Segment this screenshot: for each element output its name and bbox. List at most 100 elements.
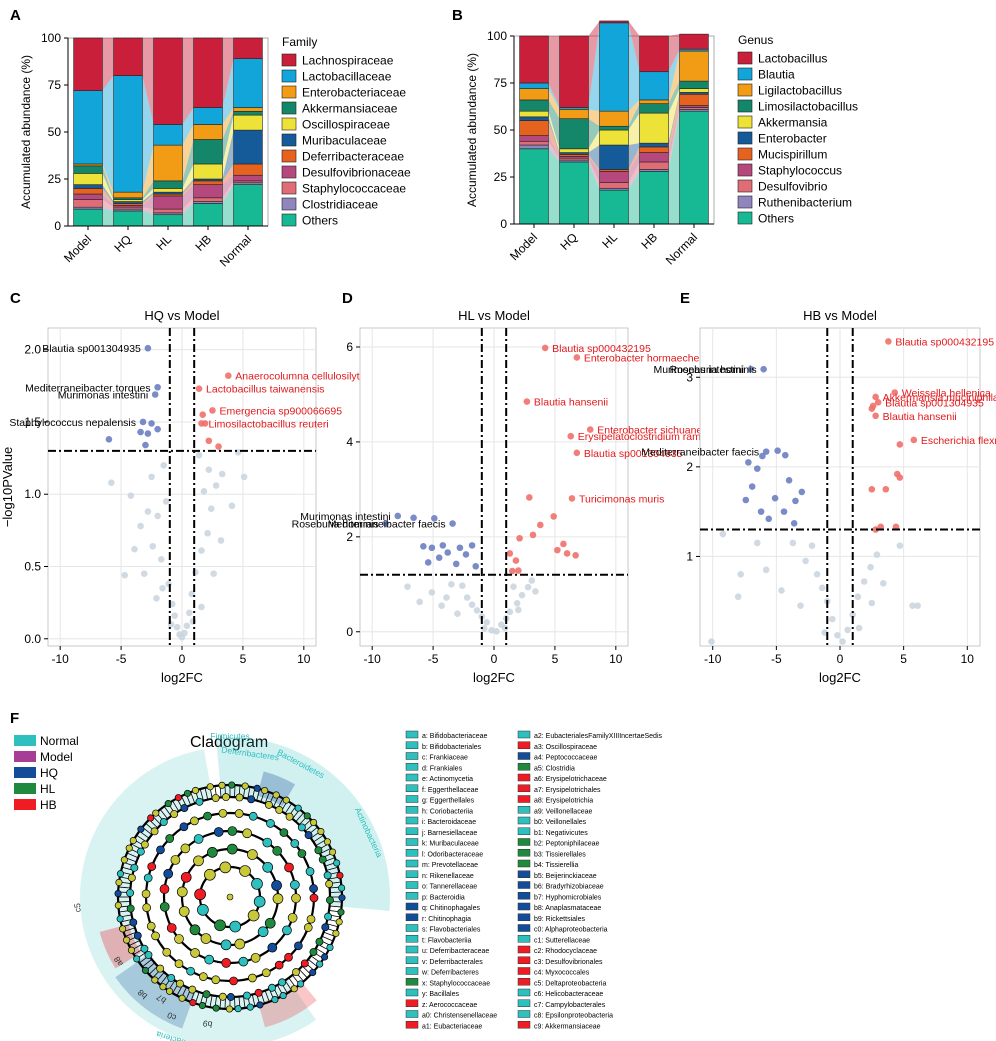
cladogram-node [197, 904, 209, 916]
group-legend-swatch [14, 783, 36, 794]
bar-segment [679, 33, 709, 50]
flow-ribbon [222, 38, 234, 108]
point-up-regulated [209, 407, 216, 414]
bar-segment [153, 180, 183, 189]
flow-ribbon [102, 194, 114, 208]
cladogram-node [246, 1003, 254, 1011]
cladogram-node [248, 811, 258, 821]
flow-ribbon [102, 38, 114, 91]
point-not-significant [797, 602, 804, 609]
cladogram-branch [234, 785, 236, 798]
flow-ribbon [548, 99, 560, 149]
cladogram-branch [243, 996, 246, 1009]
cladogram-node [218, 781, 226, 789]
point-up-regulated [872, 412, 879, 420]
cladogram-node [164, 800, 172, 808]
taxa-key-swatch [405, 935, 419, 943]
cladogram-node [204, 954, 215, 965]
bar-segment [193, 180, 223, 185]
cladogram-node [323, 838, 331, 846]
legend-label: Staphylococcus [758, 164, 842, 178]
flow-ribbon [588, 145, 600, 170]
x-tick-label: HQ [111, 232, 134, 255]
point-label: Emergencia sp900066695 [219, 405, 342, 417]
point-down-regulated [745, 459, 752, 466]
cladogram-node [272, 893, 284, 905]
cladogram-node [198, 1001, 206, 1010]
cladogram-node [137, 825, 145, 833]
legend-label: Mucispirillum [758, 148, 827, 162]
flow-ribbon [102, 207, 114, 211]
cladogram-node [314, 846, 323, 855]
cladogram-node [247, 795, 256, 804]
taxa-key-label: b2: Peptoniphilaceae [534, 841, 599, 848]
bar-segment [519, 148, 549, 225]
point-down-regulated [798, 488, 806, 496]
cladogram-node [251, 878, 263, 890]
x-tick-label: HQ [557, 230, 580, 253]
legend-label: Limosilactobacillus [758, 100, 858, 114]
group-legend-label: HQ [40, 766, 58, 780]
cladogram-branch [163, 806, 172, 817]
point-up-regulated [201, 420, 209, 427]
group-legend-label: Model [40, 750, 73, 764]
flow-ribbon [588, 20, 600, 108]
legend-swatch [737, 67, 753, 81]
clade-sector-hq [115, 954, 196, 1029]
flow-ribbon [142, 75, 154, 193]
point-up-regulated [560, 540, 567, 548]
cladogram-node [253, 784, 261, 792]
taxa-key-swatch [517, 859, 531, 868]
point-not-significant [737, 571, 745, 578]
point-not-significant [162, 498, 170, 505]
cladogram-branch [125, 931, 137, 937]
cladogram-node [146, 921, 156, 931]
clade-sector-hb [99, 924, 141, 969]
point-up-regulated [568, 495, 576, 502]
taxa-key-swatch [405, 870, 419, 878]
cladogram-node [203, 811, 212, 821]
flow-ribbon [548, 135, 560, 159]
group-legend-label: HB [40, 798, 57, 812]
point-not-significant [159, 584, 166, 592]
cladogram-branch [313, 834, 324, 843]
y-tick-label: 25 [48, 172, 62, 186]
cladogram-node [256, 1001, 264, 1009]
legend-label: Desulfovibrio [758, 180, 828, 194]
point-not-significant [762, 566, 770, 574]
cladogram-node [338, 894, 346, 902]
x-tick-label: Model [61, 232, 94, 265]
cladogram-node [151, 931, 160, 941]
cladogram-branch [204, 787, 209, 800]
legend-swatch [737, 131, 753, 145]
bar-segment [519, 116, 549, 121]
cladogram-node [226, 993, 235, 1001]
taxa-key-swatch [517, 945, 531, 954]
point-down-regulated [431, 515, 438, 522]
flow-ribbon [142, 194, 154, 206]
x-tick-label: 5 [900, 652, 907, 666]
point-label: Blautia sp000432195 [552, 343, 651, 355]
cladogram-taxa-key: a: Bifidobacteriaceae b: Bifidobacteriale… [405, 730, 663, 1030]
bar-segment [153, 214, 183, 227]
cladogram-node [151, 976, 159, 984]
taxa-key-swatch [405, 859, 419, 868]
flow-ribbon [102, 173, 114, 202]
point-not-significant [181, 629, 188, 637]
legend-swatch [737, 147, 753, 161]
volcano-plot-hb-vs-model: -10 -5 0 5 10 1 2 3 Blautia sp000432195 Murimonas… [641, 308, 996, 685]
legend-label: Lactobacillaceae [302, 70, 392, 84]
point-down-regulated [139, 418, 147, 426]
y-tick-label: 0 [54, 219, 61, 233]
cladogram-branch [329, 891, 342, 893]
point-down-regulated [468, 542, 476, 549]
cladogram-node [114, 901, 122, 909]
cladogram-node [219, 861, 232, 874]
cladogram-node [166, 923, 177, 933]
legend-label: Deferribacteraceae [302, 150, 404, 164]
cladogram-node [227, 826, 238, 836]
taxa-key-label: w: Deferribacteres [421, 970, 479, 977]
bar-segment [519, 35, 549, 84]
flow-ribbon [222, 175, 234, 198]
group-legend-swatch [14, 751, 36, 762]
